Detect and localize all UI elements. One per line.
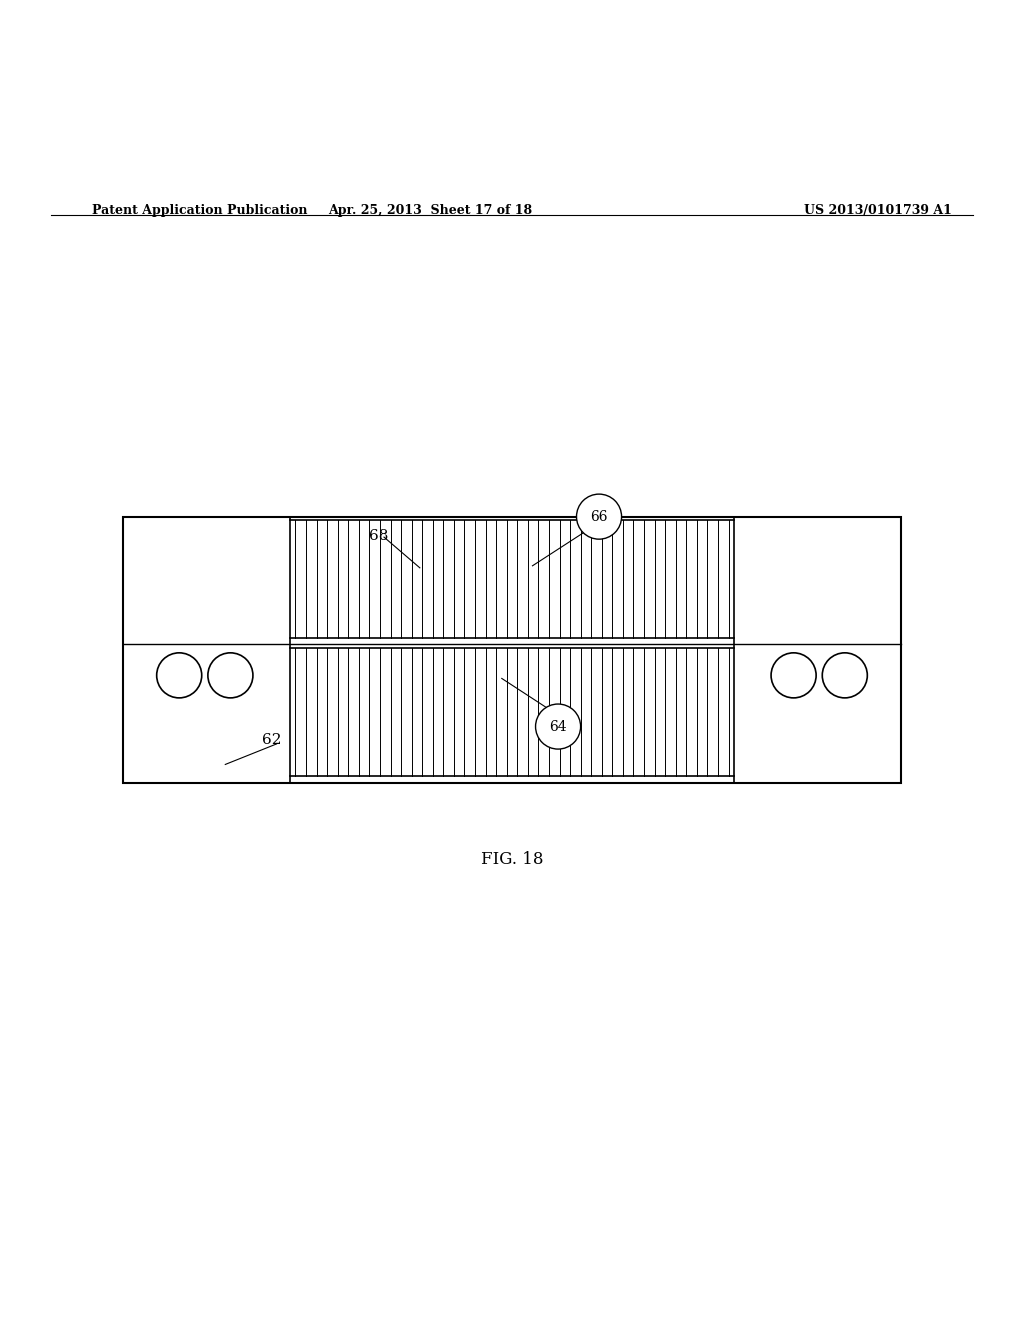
Text: 62: 62 [261, 733, 282, 747]
Text: 68: 68 [370, 529, 388, 543]
Text: Apr. 25, 2013  Sheet 17 of 18: Apr. 25, 2013 Sheet 17 of 18 [328, 205, 532, 218]
Circle shape [208, 653, 253, 698]
Circle shape [536, 704, 581, 748]
Circle shape [822, 653, 867, 698]
Circle shape [577, 494, 622, 539]
Circle shape [771, 653, 816, 698]
Text: Patent Application Publication: Patent Application Publication [92, 205, 307, 218]
Text: FIG. 18: FIG. 18 [480, 851, 544, 869]
Text: 66: 66 [590, 510, 608, 524]
Text: 64: 64 [549, 719, 567, 734]
Text: US 2013/0101739 A1: US 2013/0101739 A1 [805, 205, 952, 218]
Bar [123, 516, 901, 783]
Circle shape [157, 653, 202, 698]
